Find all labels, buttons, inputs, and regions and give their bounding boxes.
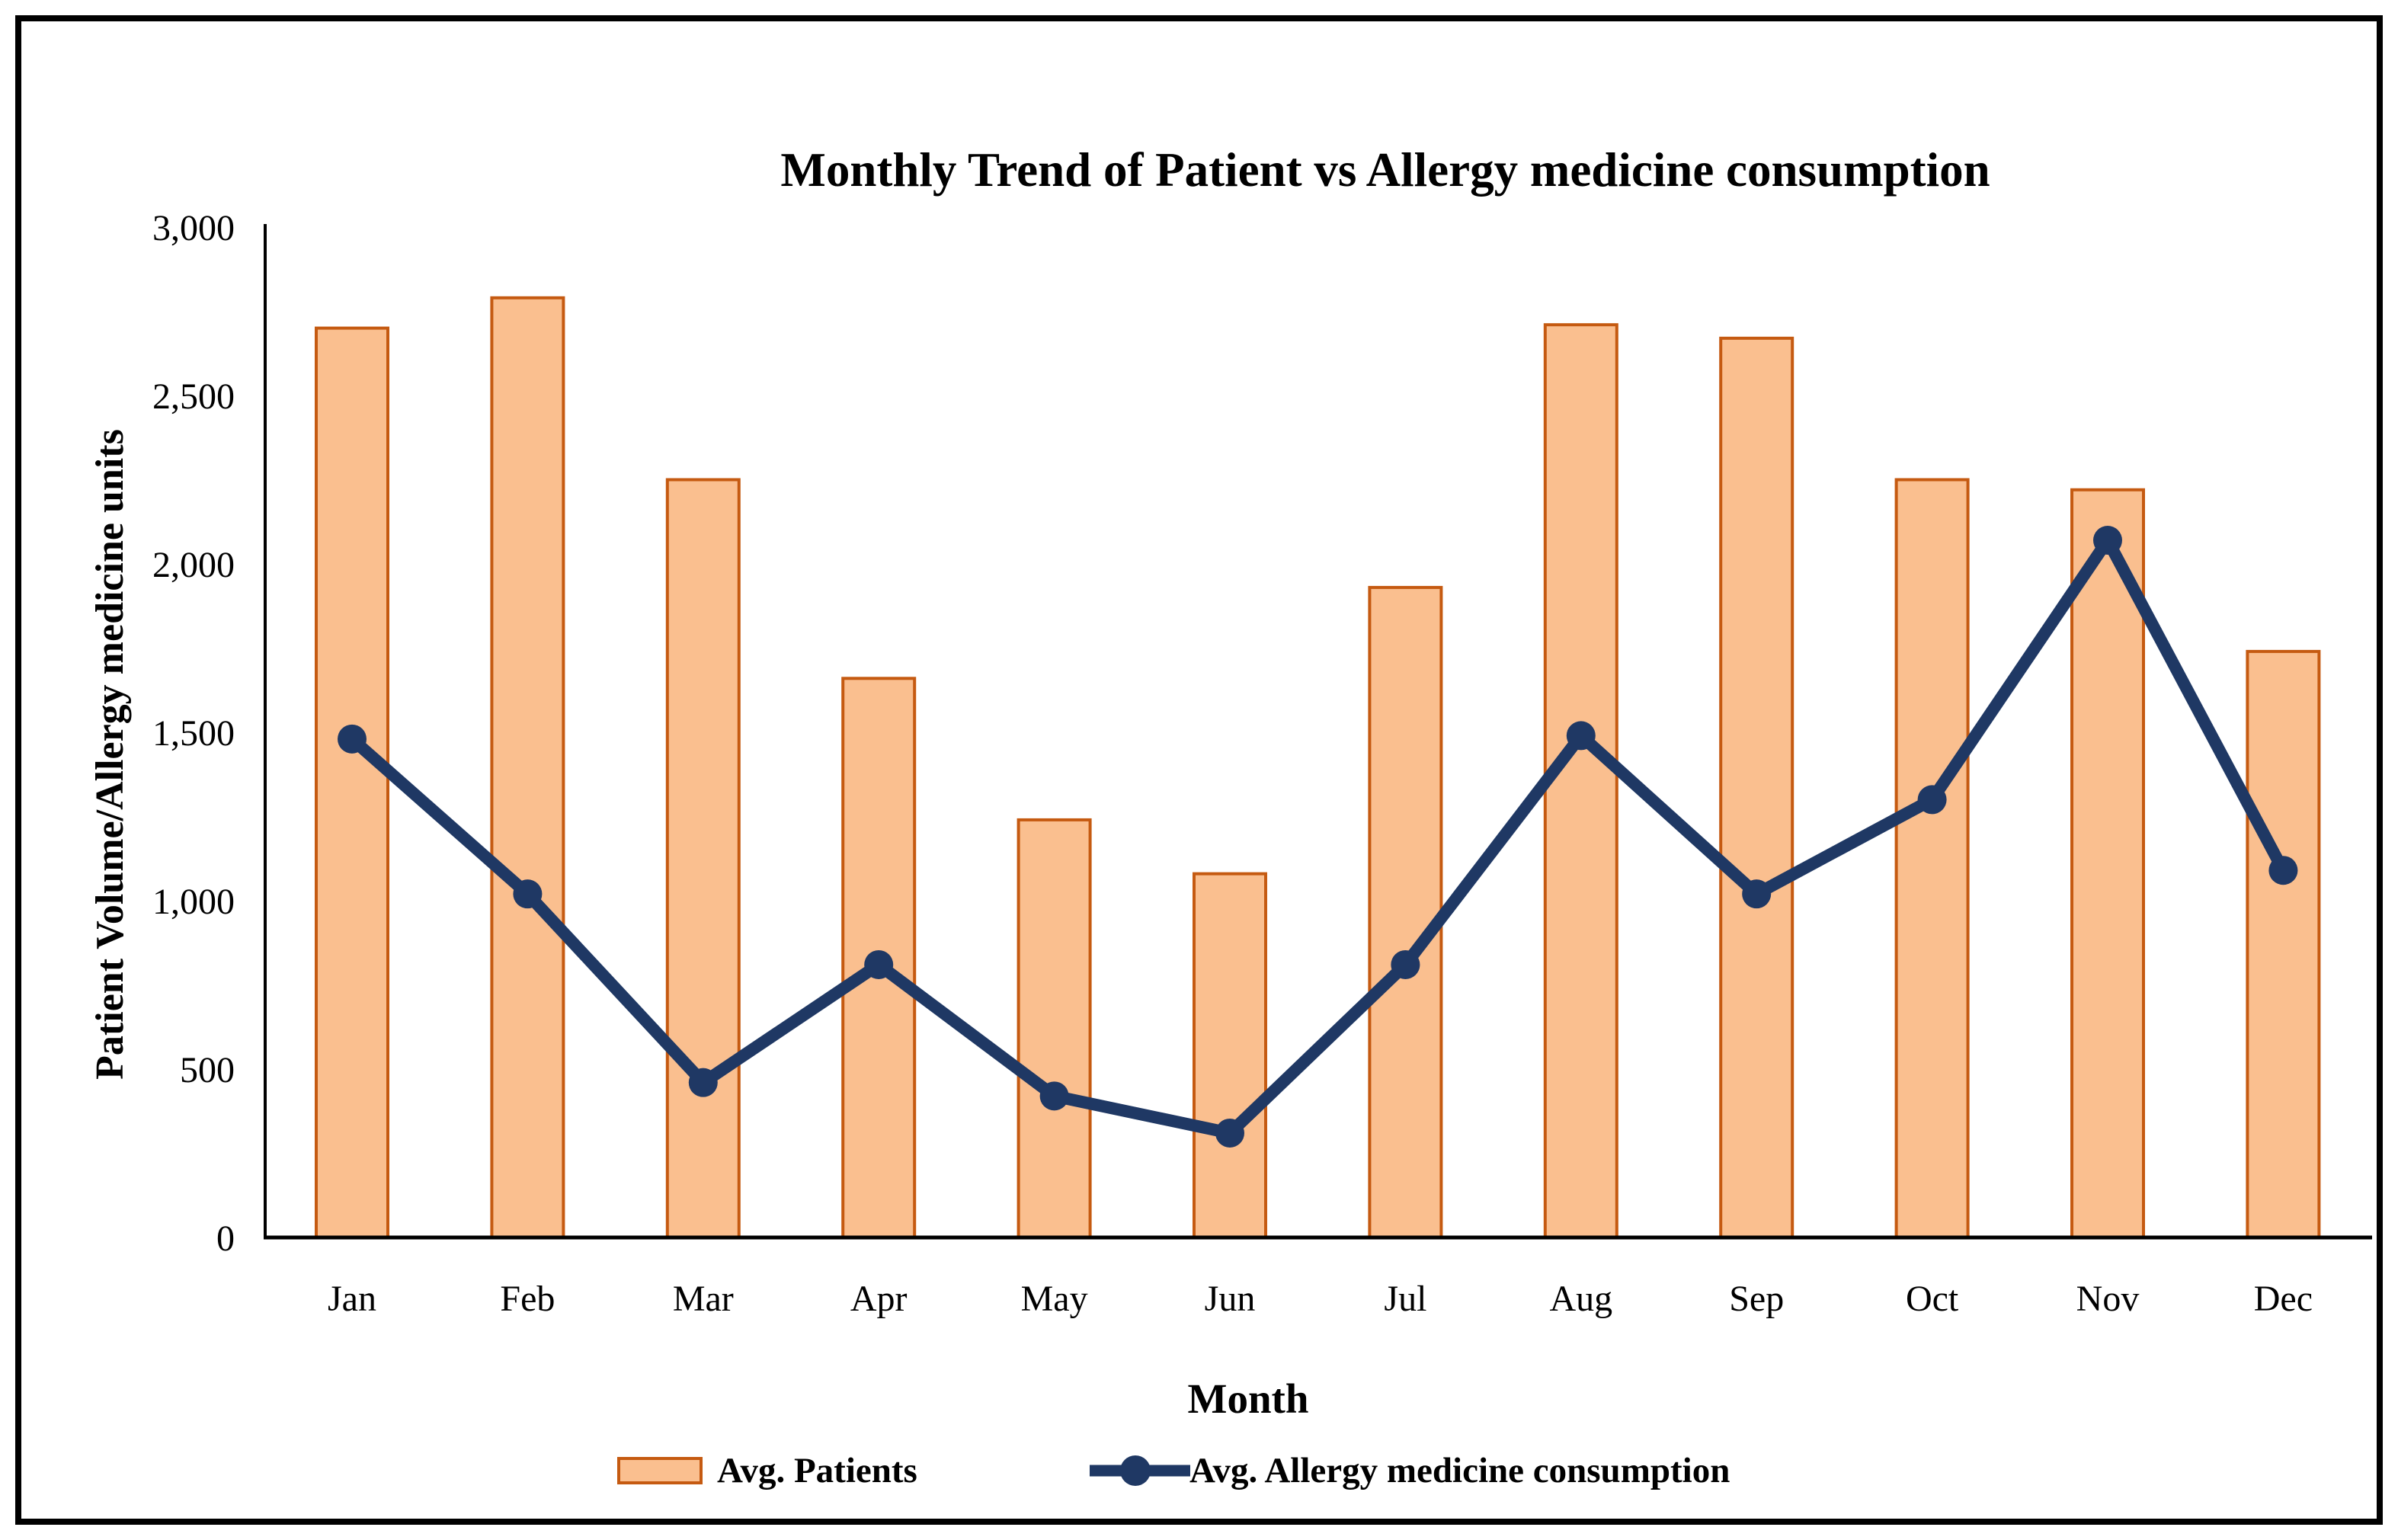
x-tick-label-oct: Oct [1906,1279,1959,1319]
line-point-apr [864,949,894,979]
chart-frame: Monthly Trend of Patient vs Allergy medi… [15,15,2383,1525]
line-point-may [1039,1081,1069,1111]
line-point-jul [1391,949,1420,979]
bar-aug [1543,323,1618,1239]
bar-sep [1719,336,1794,1239]
x-tick-label-feb: Feb [500,1279,555,1319]
y-tick-label-3000: 3,000 [152,208,235,248]
bar-jul [1368,585,1443,1239]
x-tick-label-jan: Jan [328,1279,376,1319]
x-tick-label-apr: Apr [850,1279,908,1319]
line-point-jun [1215,1118,1244,1148]
y-tick-label-0: 0 [216,1218,235,1259]
line-point-sep [1742,879,1772,909]
line-series [346,534,2290,1139]
x-tick-label-sep: Sep [1729,1279,1784,1319]
bar-nov [2070,488,2145,1239]
bar-feb [490,296,565,1240]
x-tick-label-jul: Jul [1384,1279,1426,1319]
x-tick-label-aug: Aug [1549,1279,1612,1319]
line-point-mar [688,1068,718,1097]
line-point-feb [513,879,543,909]
line-point-nov [2093,526,2122,555]
bar-mar [665,478,741,1239]
x-tick-label-dec: Dec [2254,1279,2313,1319]
x-tick-label-may: May [1021,1279,1088,1319]
bar-may [1017,818,1092,1240]
y-tick-label-1500: 1,500 [152,713,235,754]
x-tick-label-nov: Nov [2076,1279,2140,1319]
bar-dec [2246,649,2321,1239]
y-tick-label-500: 500 [180,1050,235,1090]
bar-jun [1193,872,1267,1239]
bar-oct [1894,478,1970,1239]
plot-area: 0 500 1,000 1,500 2,000 2,500 3,000 Jan Feb Mar Ap… [152,208,2372,1319]
y-tick-label-2000: 2,000 [152,545,235,585]
line-point-oct [1917,785,1947,815]
x-axis-title: Month [1187,1375,1309,1422]
legend-label-patients: Avg. Patients [717,1451,917,1490]
legend-label-allergy: Avg. Allergy medicine consumption [1189,1451,1730,1490]
bar-jan [315,326,389,1240]
legend-bar-swatch-icon [617,1457,703,1484]
y-tick-label-1000: 1,000 [152,882,235,922]
line-point-aug [1566,721,1596,751]
line-point-dec [2268,856,2298,885]
x-tick-label-mar: Mar [673,1279,734,1319]
legend-line-marker-icon [1090,1455,1190,1486]
x-tick-label-jun: Jun [1205,1279,1256,1319]
line-point-jan [338,724,367,754]
chart-title: Monthly Trend of Patient vs Allergy medi… [780,143,1990,197]
y-tick-label-2500: 2,500 [152,376,235,417]
